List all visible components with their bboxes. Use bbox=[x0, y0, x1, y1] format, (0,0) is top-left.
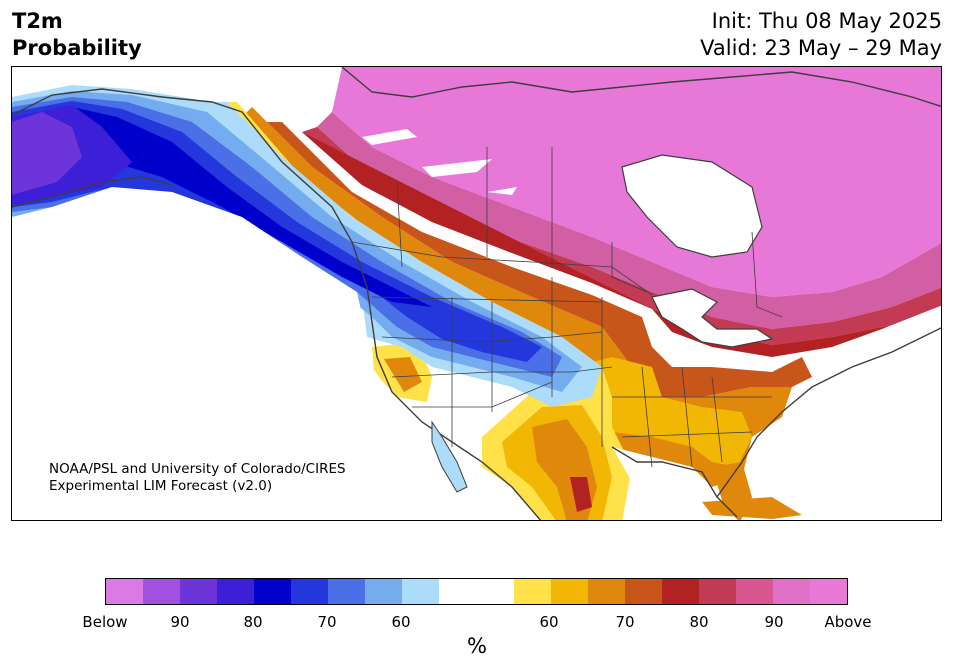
shading-crimson-band bbox=[302, 127, 941, 345]
credit-line-1: NOAA/PSL and University of Colorado/CIRE… bbox=[49, 461, 346, 477]
colorbar-segment bbox=[180, 579, 218, 604]
credit-line-2: Experimental LIM Forecast (v2.0) bbox=[49, 478, 273, 494]
colorbar-tick-label: 60 bbox=[539, 613, 559, 631]
map-panel bbox=[11, 66, 942, 521]
inland-lake-1 bbox=[362, 129, 417, 145]
valid-date: Valid: 23 May – 29 May bbox=[700, 36, 942, 60]
title-line-2: Probability bbox=[12, 36, 142, 60]
colorbar-segment bbox=[476, 579, 514, 604]
colorbar-tick-label: Above bbox=[824, 613, 872, 631]
colorbar-segment bbox=[291, 579, 329, 604]
colorbar-tick-label: 90 bbox=[170, 613, 190, 631]
colorbar-tick-label: 60 bbox=[391, 613, 411, 631]
colorbar-segment bbox=[328, 579, 366, 604]
shading-magenta-band bbox=[317, 112, 941, 329]
map-title: T2m Probability bbox=[12, 8, 142, 62]
colorbar-segment bbox=[735, 579, 773, 604]
colorbar-segment bbox=[143, 579, 181, 604]
title-line-1: T2m bbox=[12, 9, 63, 33]
probability-map bbox=[12, 67, 941, 520]
colorbar-segment bbox=[587, 579, 625, 604]
baja-california bbox=[431, 420, 468, 493]
colorbar-segment bbox=[439, 579, 477, 604]
shading-deep-blue bbox=[72, 107, 432, 307]
colorbar-segment bbox=[550, 579, 588, 604]
pacific-ocean bbox=[12, 187, 541, 520]
colorbar-segment bbox=[624, 579, 662, 604]
colorbar-segment bbox=[809, 579, 847, 604]
colorbar-tick-label: 80 bbox=[243, 613, 263, 631]
inland-lake-3 bbox=[487, 187, 517, 195]
coastlines bbox=[12, 67, 941, 520]
colorbar-tick-label: 70 bbox=[615, 613, 635, 631]
atlantic-ocean bbox=[752, 357, 941, 520]
colorbar-segment bbox=[772, 579, 810, 604]
great-lakes bbox=[651, 288, 774, 348]
political-boundaries bbox=[241, 111, 783, 468]
shading-cuba bbox=[702, 497, 802, 519]
init-date: Init: Thu 08 May 2025 bbox=[711, 9, 942, 33]
shading-violet bbox=[12, 112, 82, 195]
colorbar-segment bbox=[513, 579, 551, 604]
colorbar bbox=[105, 578, 848, 605]
colorbar-segment bbox=[698, 579, 736, 604]
inland-lake-2 bbox=[422, 159, 492, 177]
colorbar-tick-label: 90 bbox=[764, 613, 784, 631]
colorbar-segment bbox=[217, 579, 255, 604]
colorbar-tick-label: 80 bbox=[689, 613, 709, 631]
shading-california-orange bbox=[384, 357, 422, 392]
colorbar-segment bbox=[661, 579, 699, 604]
colorbar-unit: % bbox=[467, 634, 487, 658]
hudson-bay bbox=[621, 154, 763, 258]
colorbar-segment bbox=[402, 579, 440, 604]
colorbar-segment bbox=[106, 579, 144, 604]
shading-texas-red bbox=[570, 477, 592, 512]
forecast-dates: Init: Thu 08 May 2025 Valid: 23 May – 29… bbox=[700, 8, 942, 62]
credit-text: NOAA/PSL and University of Colorado/CIRE… bbox=[49, 461, 346, 495]
colorbar-segment bbox=[365, 579, 403, 604]
shading-amber-east bbox=[572, 357, 752, 467]
colorbar-tick-label: 70 bbox=[317, 613, 337, 631]
colorbar-segment bbox=[254, 579, 292, 604]
gulf-of-mexico bbox=[612, 447, 712, 520]
colorbar-tick-label: Below bbox=[82, 613, 128, 631]
